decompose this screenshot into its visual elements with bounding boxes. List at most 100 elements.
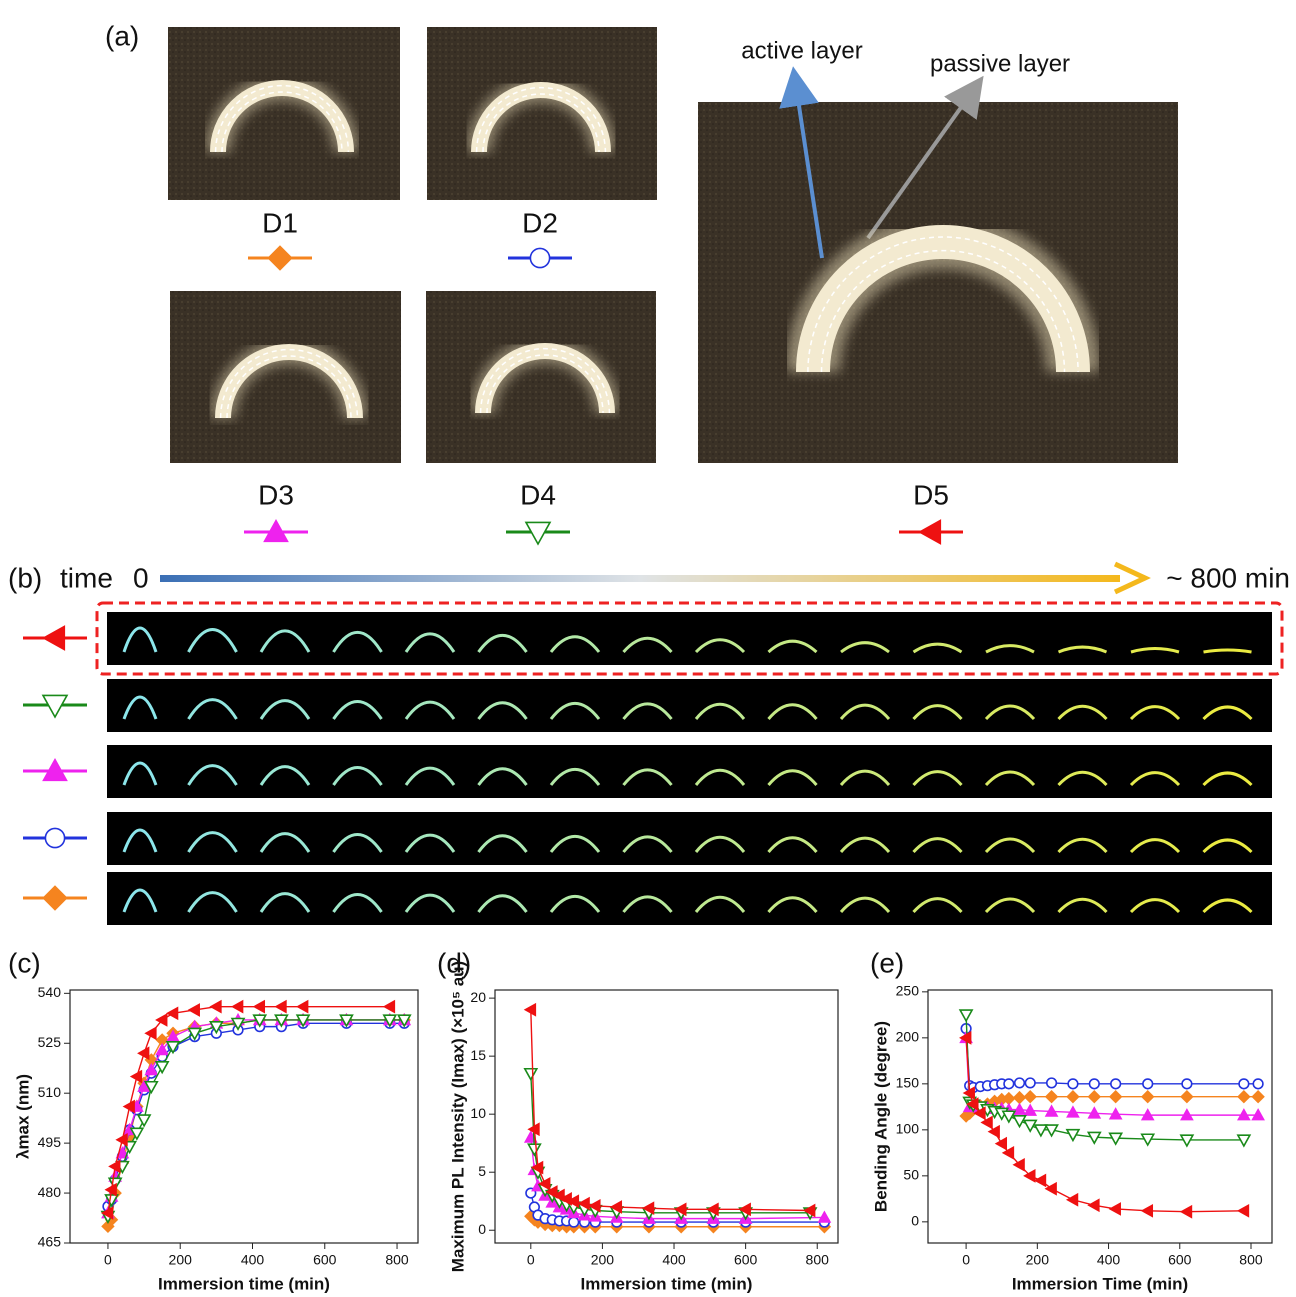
legend-marker — [267, 245, 293, 271]
data-point — [137, 1046, 150, 1061]
data-point — [274, 1014, 289, 1028]
data-point — [274, 999, 287, 1014]
data-point — [129, 1127, 145, 1141]
y-axis-label: Maximum PL Intensity (Imax) (×10⁵ au) — [448, 961, 467, 1272]
data-point — [1110, 1078, 1122, 1090]
strip-arc — [187, 831, 238, 853]
data-point — [577, 1196, 590, 1211]
data-point — [1088, 1078, 1100, 1090]
strip-arc — [477, 767, 528, 786]
strip-arc — [984, 770, 1036, 787]
data-point — [994, 1136, 1008, 1151]
sample-label: D5 — [913, 479, 949, 510]
dashed-outline — [219, 348, 359, 419]
strip — [107, 812, 1272, 865]
data-point — [1003, 1078, 1015, 1090]
photo — [170, 291, 401, 463]
data-point — [966, 1097, 979, 1111]
strip — [107, 612, 1272, 665]
panel-label: (d) — [437, 947, 471, 978]
x-tick-label: 800 — [806, 1252, 830, 1268]
data-point — [1044, 1104, 1059, 1117]
data-point — [1023, 1090, 1037, 1104]
data-point — [230, 1017, 246, 1031]
data-point — [136, 1114, 152, 1128]
y-tick-label: 465 — [38, 1234, 62, 1250]
strip-arc — [477, 834, 528, 853]
sample-label: D2 — [522, 207, 558, 238]
data-point — [143, 1080, 159, 1095]
data-point — [588, 1199, 601, 1213]
strip-arc — [332, 833, 383, 853]
strip-arc — [839, 703, 891, 720]
strip-arc — [1129, 771, 1181, 787]
photo — [168, 27, 400, 200]
data-point — [100, 1206, 114, 1220]
x-tick-label: 400 — [1097, 1252, 1121, 1268]
y-tick-label: 5 — [478, 1163, 486, 1179]
strip-arc — [122, 828, 158, 853]
strip-arc — [839, 896, 891, 913]
strip-arc — [694, 895, 746, 913]
panel-label: (b) — [8, 562, 42, 593]
strip-arc — [984, 897, 1036, 914]
strip-arc — [839, 769, 891, 786]
strip-arc — [477, 894, 528, 913]
data-point — [527, 1122, 540, 1137]
time-start: 0 — [133, 562, 149, 593]
strip-arc — [912, 770, 963, 787]
data-point — [1140, 1203, 1154, 1218]
panel-label: (c) — [8, 947, 41, 978]
data-point — [523, 1002, 537, 1017]
x-axis-label: Immersion time (min) — [581, 1274, 753, 1293]
dashed-outline — [221, 91, 343, 153]
strip-arc — [984, 704, 1036, 721]
data-point — [674, 1202, 687, 1217]
data-point — [962, 1086, 975, 1100]
dashed-outline — [475, 86, 607, 153]
data-point — [1237, 1090, 1251, 1104]
data-point — [154, 1060, 170, 1075]
strip-arc — [912, 837, 963, 854]
legend-marker — [42, 757, 68, 782]
legend-marker — [524, 521, 552, 546]
data-point — [1065, 1128, 1081, 1143]
strip-arc — [477, 634, 528, 653]
y-axis-label: λmax (nm) — [13, 1074, 32, 1159]
sample-arc — [471, 82, 611, 153]
arrow — [866, 75, 984, 240]
strip-arc — [187, 698, 238, 720]
annotation: active layer — [741, 37, 862, 64]
series-line — [530, 1009, 811, 1212]
sample-arc — [210, 80, 354, 153]
strip-arc — [332, 766, 383, 786]
data-point — [1066, 1105, 1080, 1118]
data-point — [1237, 1108, 1251, 1121]
x-axis-label: Immersion Time (min) — [1012, 1274, 1188, 1293]
dashed-outline — [214, 84, 350, 153]
y-tick-label: 0 — [911, 1213, 919, 1229]
data-point — [1179, 1134, 1195, 1148]
strip-arc — [912, 642, 963, 654]
data-point — [523, 1067, 539, 1082]
y-tick-label: 200 — [896, 1029, 920, 1045]
strip-arc — [1130, 647, 1180, 654]
data-point — [1012, 1090, 1027, 1105]
data-point — [641, 1201, 655, 1216]
data-point — [1087, 1106, 1102, 1119]
arrow — [779, 66, 824, 259]
data-point — [1181, 1078, 1193, 1090]
data-point — [527, 1143, 542, 1157]
strip-arc — [622, 636, 673, 653]
data-point — [1012, 1157, 1025, 1172]
panel-label: (e) — [870, 947, 904, 978]
strip-arc — [259, 832, 311, 853]
y-tick-label: 480 — [38, 1184, 62, 1200]
strip-arc — [549, 895, 601, 913]
data-point — [1141, 1090, 1155, 1104]
data-point — [1044, 1090, 1059, 1104]
data-point — [1108, 1107, 1123, 1120]
strip-arc — [122, 695, 158, 720]
strip-arc — [984, 837, 1036, 854]
data-point — [295, 1014, 311, 1028]
